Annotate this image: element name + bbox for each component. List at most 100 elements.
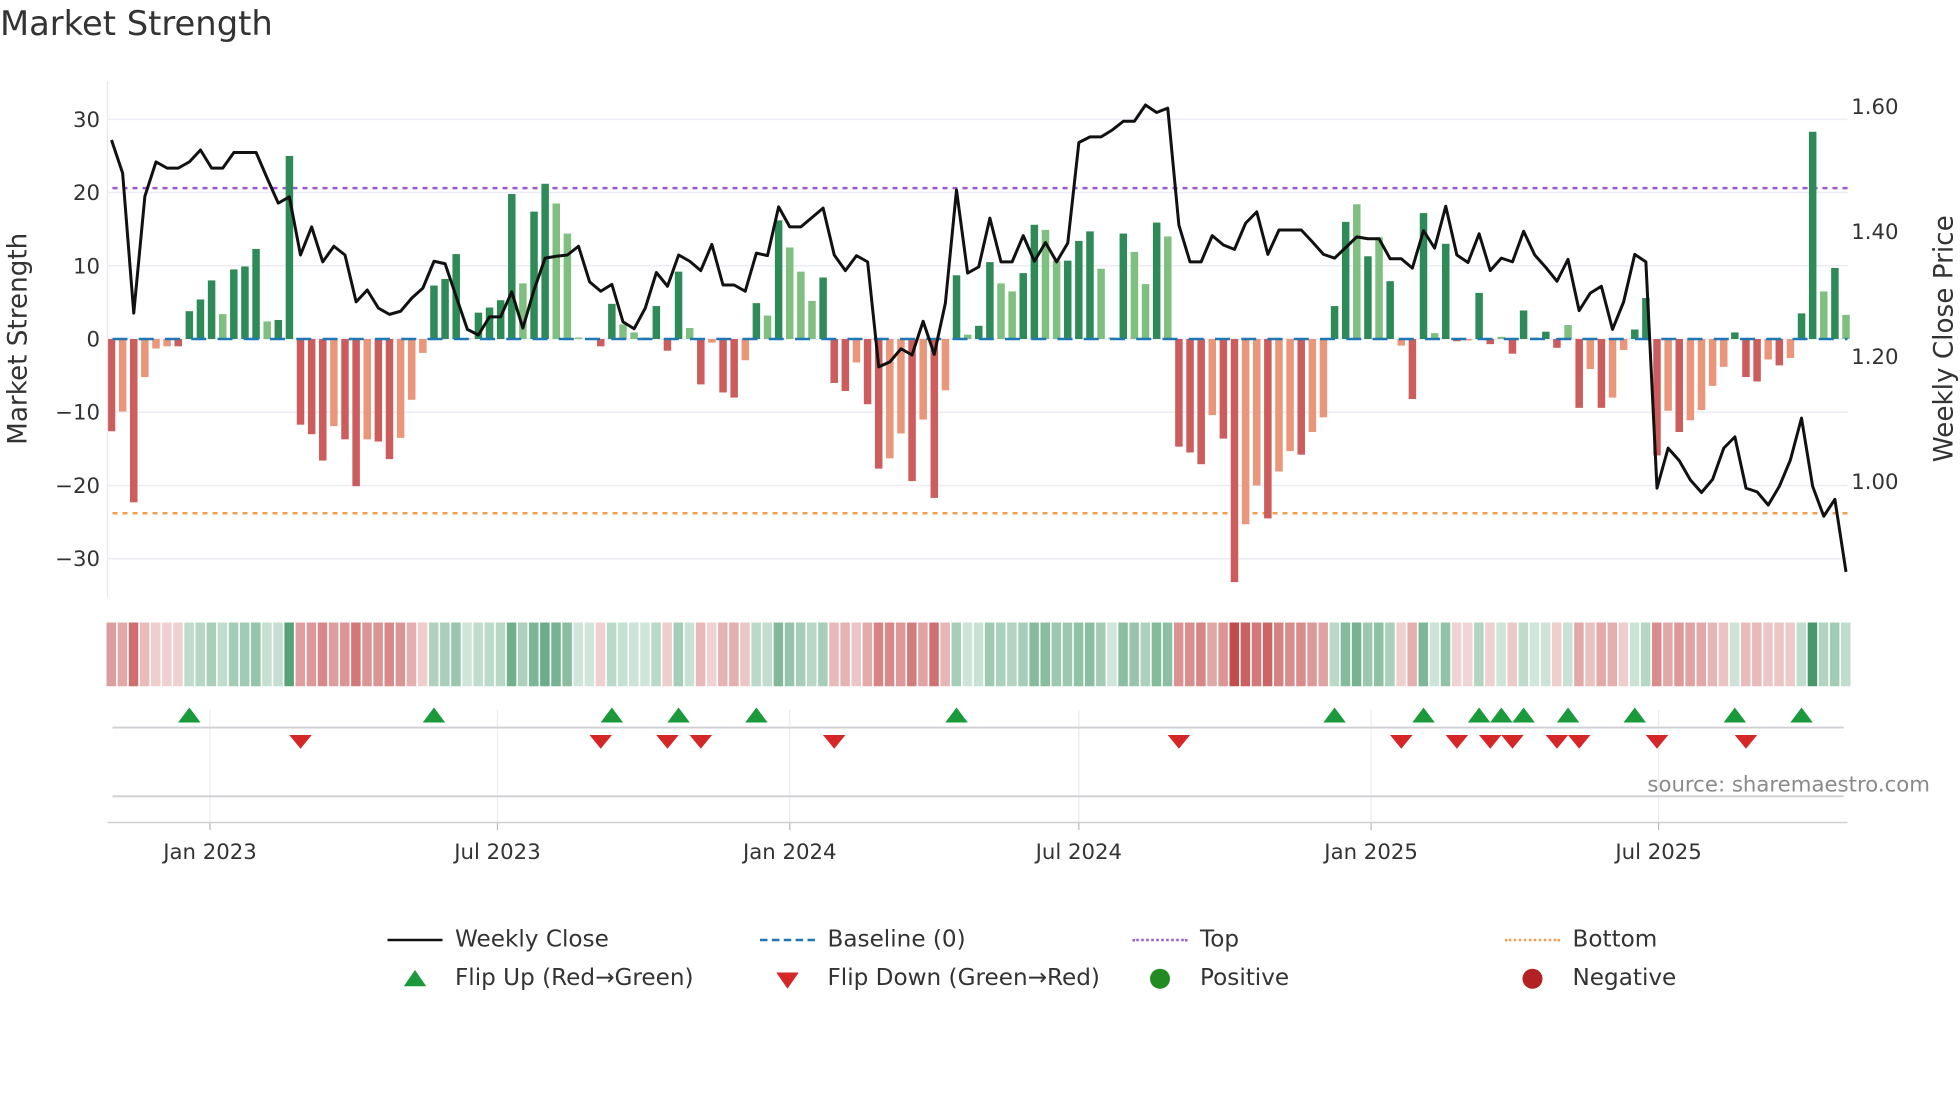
strength-bar (786, 247, 794, 340)
strip-cell (551, 622, 561, 687)
y-tick-label: −20 (55, 474, 100, 499)
strength-bar (1152, 222, 1161, 340)
strength-bar (1508, 339, 1517, 354)
strip-cell (239, 622, 250, 687)
strip-cell (1807, 622, 1818, 687)
strength-bar (1842, 314, 1850, 340)
strip-cell (1273, 622, 1284, 687)
strip-cell (1841, 622, 1851, 687)
flip-up-marker (667, 707, 690, 723)
strength-bar (1319, 339, 1328, 418)
legend-label: Top (1200, 926, 1240, 953)
strength-bar (708, 339, 716, 343)
strip-cell (1040, 622, 1050, 687)
strip-cell (1718, 622, 1729, 687)
strip-cell (1618, 622, 1629, 687)
strip-cell (584, 622, 595, 687)
legend-flip-down: Flip Down (Green→Red) (758, 965, 1100, 991)
strip-cell (1674, 622, 1684, 687)
strip-cell (273, 622, 283, 687)
strength-bar (1697, 339, 1706, 411)
strip-cell (1140, 622, 1151, 687)
strip-cell (829, 622, 839, 687)
strength-bar (874, 339, 883, 469)
strip-cell (195, 622, 205, 687)
strip-cell (395, 622, 406, 687)
x-tick-label: Jan 2024 (741, 840, 837, 865)
strength-bar (1820, 291, 1828, 340)
x-tick-label: Jul 2025 (1613, 840, 1701, 865)
strength-bar (1397, 339, 1406, 346)
strip-cell (340, 622, 350, 687)
strength-bar (396, 339, 405, 438)
strength-bar (1252, 339, 1261, 486)
strip-cell (595, 622, 606, 687)
y2-axis-title: Weekly Close Price (1930, 215, 1960, 462)
strip-cell (1585, 622, 1595, 687)
strip-cell (984, 622, 995, 687)
legend-label: Negative (1572, 965, 1677, 992)
strength-bars (107, 131, 1850, 583)
strip-cell (851, 622, 861, 687)
legend-label: Flip Down (Green→Red) (827, 965, 1100, 992)
dotted-line-swatch-icon (1503, 927, 1560, 952)
strength-bar (1631, 329, 1639, 340)
legend-positive: Positive (1130, 965, 1289, 991)
strength-bar (1742, 339, 1750, 378)
strip-cell (1362, 622, 1373, 687)
strength-bar (1519, 310, 1528, 340)
strip-cell (1351, 622, 1362, 687)
strength-bar (1075, 240, 1083, 340)
strip-cell (651, 622, 661, 687)
legend-flip-up: Flip Up (Red→Green) (385, 965, 694, 991)
strip-cell (1429, 622, 1440, 687)
strength-bar (530, 211, 538, 340)
strip-cell (428, 622, 439, 687)
flip-down-marker (1478, 735, 1502, 749)
strength-bar (619, 324, 627, 340)
strip-cell (1551, 622, 1562, 687)
flip-down-marker (689, 735, 713, 749)
strip-cell (929, 622, 939, 687)
strip-cell (729, 622, 739, 687)
flip-up-marker (178, 707, 201, 723)
strength-bar (1786, 339, 1795, 359)
strip-cell (1084, 622, 1095, 687)
strip-cell (795, 622, 806, 687)
strip-cell (751, 622, 761, 687)
strength-bar (1286, 339, 1294, 452)
legend-label: Baseline (0) (827, 926, 966, 953)
strip-cell (1663, 622, 1673, 687)
dotted-line-swatch-icon (1130, 927, 1188, 952)
triangle-up-icon (385, 966, 443, 991)
strength-bar (1553, 339, 1561, 348)
y2-tick-label: 1.00 (1851, 470, 1898, 495)
strip-cell (1229, 622, 1240, 687)
strength-bar (1341, 221, 1350, 340)
strength-bar (1731, 332, 1739, 340)
strength-bar (1119, 233, 1128, 340)
strength-bar (1219, 339, 1228, 439)
strip-cell (629, 622, 639, 687)
strength-bar (1241, 339, 1250, 525)
strip-cell (1396, 622, 1406, 687)
strip-cell (529, 622, 539, 687)
strength-bar (207, 280, 216, 340)
strip-cell (1329, 622, 1340, 687)
flip-down-marker (1645, 735, 1669, 749)
strength-bar (296, 339, 305, 425)
strength-bar (563, 233, 572, 340)
strength-bar (1430, 333, 1439, 340)
strip-cell (1685, 622, 1695, 687)
strip-cell (840, 622, 850, 687)
strip-cell (417, 622, 428, 687)
strength-bar (1486, 339, 1494, 345)
strip-cell (173, 622, 183, 687)
strength-bar (1831, 267, 1839, 340)
strength-bar (1442, 243, 1450, 340)
strip-cell (1374, 622, 1384, 687)
strength-bar (552, 203, 561, 340)
strip-cell (462, 622, 472, 687)
strength-bar (519, 283, 527, 340)
strength-bar (897, 339, 905, 434)
